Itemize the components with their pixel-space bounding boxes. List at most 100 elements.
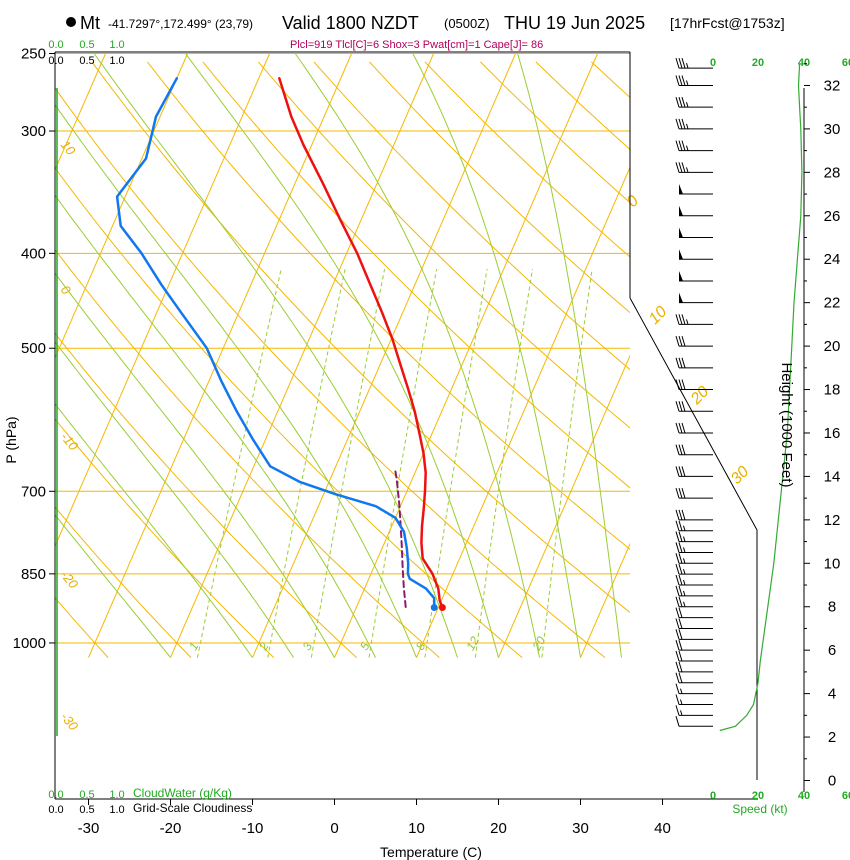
wind-barb-flag xyxy=(681,487,686,499)
dry-adiabat-line xyxy=(55,506,192,658)
height-axis-title: Height (1000 Feet) xyxy=(778,362,795,487)
forecast-info: [17hrFcst@1753z] xyxy=(670,15,785,31)
wind-barb xyxy=(675,444,713,456)
mixing-ratio-line xyxy=(310,268,386,658)
wind-barb-half-flag xyxy=(683,569,686,575)
dry-adiabat-line xyxy=(313,61,630,371)
wind-barb xyxy=(675,585,713,597)
temperature-tick-label: 40 xyxy=(654,820,671,837)
wind-barb-flag xyxy=(675,574,680,586)
wind-barb-flag xyxy=(678,97,683,108)
dry-adiabat-line xyxy=(55,248,440,658)
parcel-line xyxy=(394,468,407,608)
wind-barb-flag xyxy=(675,531,680,542)
wind-barb-flag xyxy=(678,466,683,477)
dry-adiabat-line xyxy=(55,597,109,658)
isotherm-line xyxy=(334,53,599,658)
cloudiness-tick-bottom: 0.0 xyxy=(48,804,63,816)
wind-barb-flag xyxy=(678,629,683,640)
wind-barb-flag xyxy=(675,694,680,705)
wind-barb-flag xyxy=(678,357,683,368)
temperature-tick-label: 20 xyxy=(490,820,507,837)
pressure-tick-label: 400 xyxy=(21,245,46,262)
utc-time: (0500Z) xyxy=(444,16,490,31)
dry-adiabat-line xyxy=(424,61,630,258)
moist-adiabat-line xyxy=(55,194,376,658)
wind-barb-flag xyxy=(675,314,680,325)
pressure-tick-label: 300 xyxy=(21,123,46,140)
dry-adiabat-line xyxy=(55,418,275,658)
isotherm-label: 10 xyxy=(646,303,671,328)
wind-barb-flag xyxy=(681,314,686,325)
wind-barb-half-flag xyxy=(680,710,683,716)
cloud-water-tick-bottom: 1.0 xyxy=(109,789,124,801)
wind-barb-pennant xyxy=(679,227,683,238)
x-axis-title: Temperature (C) xyxy=(380,844,482,860)
wind-barb xyxy=(675,705,713,716)
dry-adiabat-line xyxy=(535,61,630,151)
wind-barb-flag xyxy=(675,466,680,477)
wind-barb-flag xyxy=(678,444,683,455)
isotherm-line xyxy=(252,53,517,658)
height-tick-label: 6 xyxy=(828,642,836,659)
wind-barb-half-flag xyxy=(686,167,689,173)
cloud-water-tick-top: 0.0 xyxy=(48,39,63,51)
height-tick-label: 12 xyxy=(824,512,841,529)
wind-barb-half-flag xyxy=(686,62,689,69)
mixing-ratio-line xyxy=(196,268,282,658)
wind-barb-flag xyxy=(675,118,680,130)
surface-dewpoint-marker xyxy=(430,603,438,611)
mixing-ratio-line xyxy=(474,268,533,658)
height-tick-label: 14 xyxy=(824,468,841,485)
wind-barb-half-flag xyxy=(683,558,686,564)
station-location: -41.7297°,172.499° (23,79) xyxy=(108,17,253,31)
wind-barb xyxy=(675,422,713,434)
wind-barb xyxy=(679,249,713,260)
height-tick-label: 24 xyxy=(824,251,841,268)
wind-barb-half-flag xyxy=(686,102,689,108)
cloud-water-tick-top: 0.5 xyxy=(79,39,94,51)
wind-barb xyxy=(675,97,713,108)
wind-barb xyxy=(675,607,713,619)
wind-barb-flag xyxy=(675,140,680,151)
speed-tick-bottom: 20 xyxy=(752,790,764,802)
height-tick-label: 16 xyxy=(824,425,841,442)
wind-barb xyxy=(675,629,713,640)
wind-barb xyxy=(675,140,713,152)
wind-barb-half-flag xyxy=(683,601,686,607)
wind-barb-flag xyxy=(675,650,680,662)
wind-barb xyxy=(675,640,713,651)
height-tick-label: 30 xyxy=(824,121,841,138)
speed-tick-bottom: 40 xyxy=(798,790,810,802)
wind-barb-half-flag xyxy=(683,536,686,542)
wind-barb xyxy=(679,270,713,282)
station-name: Mt xyxy=(80,13,100,33)
mixing-ratio-label: 2 xyxy=(256,640,272,654)
wind-barb-half-flag xyxy=(683,547,686,553)
pressure-tick-label: 850 xyxy=(21,566,46,583)
wind-barb-flag xyxy=(678,650,683,662)
dry-adiabat-line xyxy=(147,61,630,550)
wind-barb-flag xyxy=(678,596,683,607)
speed-tick-top: 40 xyxy=(798,57,810,69)
temperature-tick-label: 0 xyxy=(330,820,338,837)
cloud-water-tick-top: 1.0 xyxy=(109,39,124,51)
axes: 100-10-20-300102030250300400500700850100… xyxy=(13,39,850,837)
moist-adiabat-line xyxy=(185,53,499,658)
wind-barb-flag xyxy=(678,661,683,673)
wind-barb-half-flag xyxy=(686,123,689,130)
cloud-water-label: CloudWater (g/Kg) xyxy=(133,786,232,800)
cloudiness-tick-bottom: 0.5 xyxy=(79,804,94,816)
mixing-ratio-line xyxy=(267,268,346,658)
mixing-ratio-line xyxy=(424,268,488,658)
cloud-water-tick-bottom: 0.0 xyxy=(48,789,63,801)
wind-barb-flag xyxy=(681,466,686,477)
wind-barb-flag xyxy=(678,487,683,499)
wind-barb-flag xyxy=(681,140,686,151)
wind-barb xyxy=(675,357,713,369)
wind-barb xyxy=(675,564,713,575)
moist-adiabat-line xyxy=(294,53,540,658)
wind-barb-flag xyxy=(678,335,683,347)
isotherm-label: -30 xyxy=(58,709,82,734)
mixing-ratio-label: 1 xyxy=(186,640,201,653)
